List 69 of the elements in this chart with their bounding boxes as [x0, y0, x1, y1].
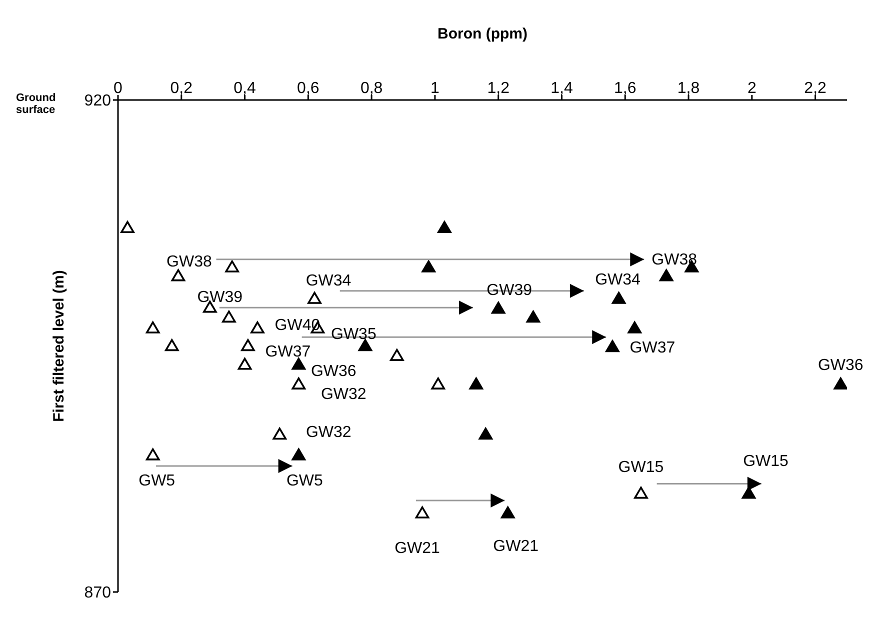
point	[438, 221, 452, 234]
point	[742, 486, 756, 499]
point	[415, 506, 430, 518]
point	[634, 486, 648, 499]
x-tick-label: 2,2	[804, 80, 827, 97]
x-tick-label: 0,8	[360, 80, 383, 97]
x-tick-label: 1,2	[487, 80, 510, 97]
x-tick-label: 0,4	[234, 80, 256, 97]
point	[422, 260, 436, 272]
point	[225, 260, 240, 272]
annotation: GW34	[595, 271, 641, 288]
point	[292, 358, 306, 370]
point	[292, 448, 306, 460]
point	[431, 377, 446, 390]
point	[241, 339, 255, 352]
point	[606, 340, 620, 352]
point	[390, 348, 404, 361]
point	[469, 377, 484, 390]
point	[834, 377, 847, 390]
annotation: GW15	[618, 459, 664, 476]
annotation: GW21	[493, 538, 539, 555]
annotation: GW5	[138, 472, 176, 490]
point	[491, 302, 506, 314]
x-tick-label: 1,6	[614, 80, 636, 97]
annotation: GW35	[331, 326, 376, 343]
annotation: GW38	[166, 254, 212, 271]
x-tick-label: 1,4	[550, 80, 573, 97]
point	[659, 269, 674, 282]
point	[358, 339, 372, 352]
x-tick-label: 1	[430, 80, 440, 97]
point	[146, 321, 160, 334]
point	[171, 269, 186, 282]
y-axis-title: First filtered level (m)	[50, 270, 68, 422]
point	[612, 292, 626, 304]
annotation: GW36	[818, 356, 864, 374]
text: Ground surface	[16, 92, 57, 116]
point	[478, 428, 493, 440]
point	[272, 428, 287, 440]
annotation: GW39	[486, 282, 532, 300]
annotation: GW36	[310, 363, 356, 380]
annotation: GW32	[306, 424, 352, 442]
x-tick-label: 0	[114, 80, 123, 97]
x-axis-title: Boron (ppm)	[438, 26, 528, 43]
annotation: GW37	[265, 344, 311, 360]
point	[500, 506, 515, 518]
annotation: GW15	[743, 453, 789, 470]
point	[120, 221, 134, 234]
x-tick-label: 1,8	[677, 80, 700, 97]
annotation: GW32	[320, 386, 366, 403]
point	[250, 321, 264, 334]
annotation: GW37	[630, 339, 676, 356]
point	[164, 339, 179, 352]
x-tick-label: 0,2	[170, 80, 193, 97]
point	[222, 310, 236, 323]
point	[146, 448, 160, 460]
x-tick-label: 2	[747, 80, 756, 97]
annotation: GW34	[306, 272, 352, 290]
point	[292, 377, 306, 390]
annotation: GW5	[286, 472, 323, 490]
annotation: GW21	[394, 540, 440, 557]
annotation: GW38	[652, 252, 698, 269]
y-tick-label: 870	[84, 584, 112, 602]
point	[628, 321, 642, 334]
x-tick-label: 0,6	[297, 80, 320, 97]
annotation: GW39	[197, 289, 243, 306]
y-tick-label: 920	[84, 92, 112, 110]
point	[238, 358, 252, 370]
point	[526, 310, 540, 323]
point	[308, 292, 322, 304]
